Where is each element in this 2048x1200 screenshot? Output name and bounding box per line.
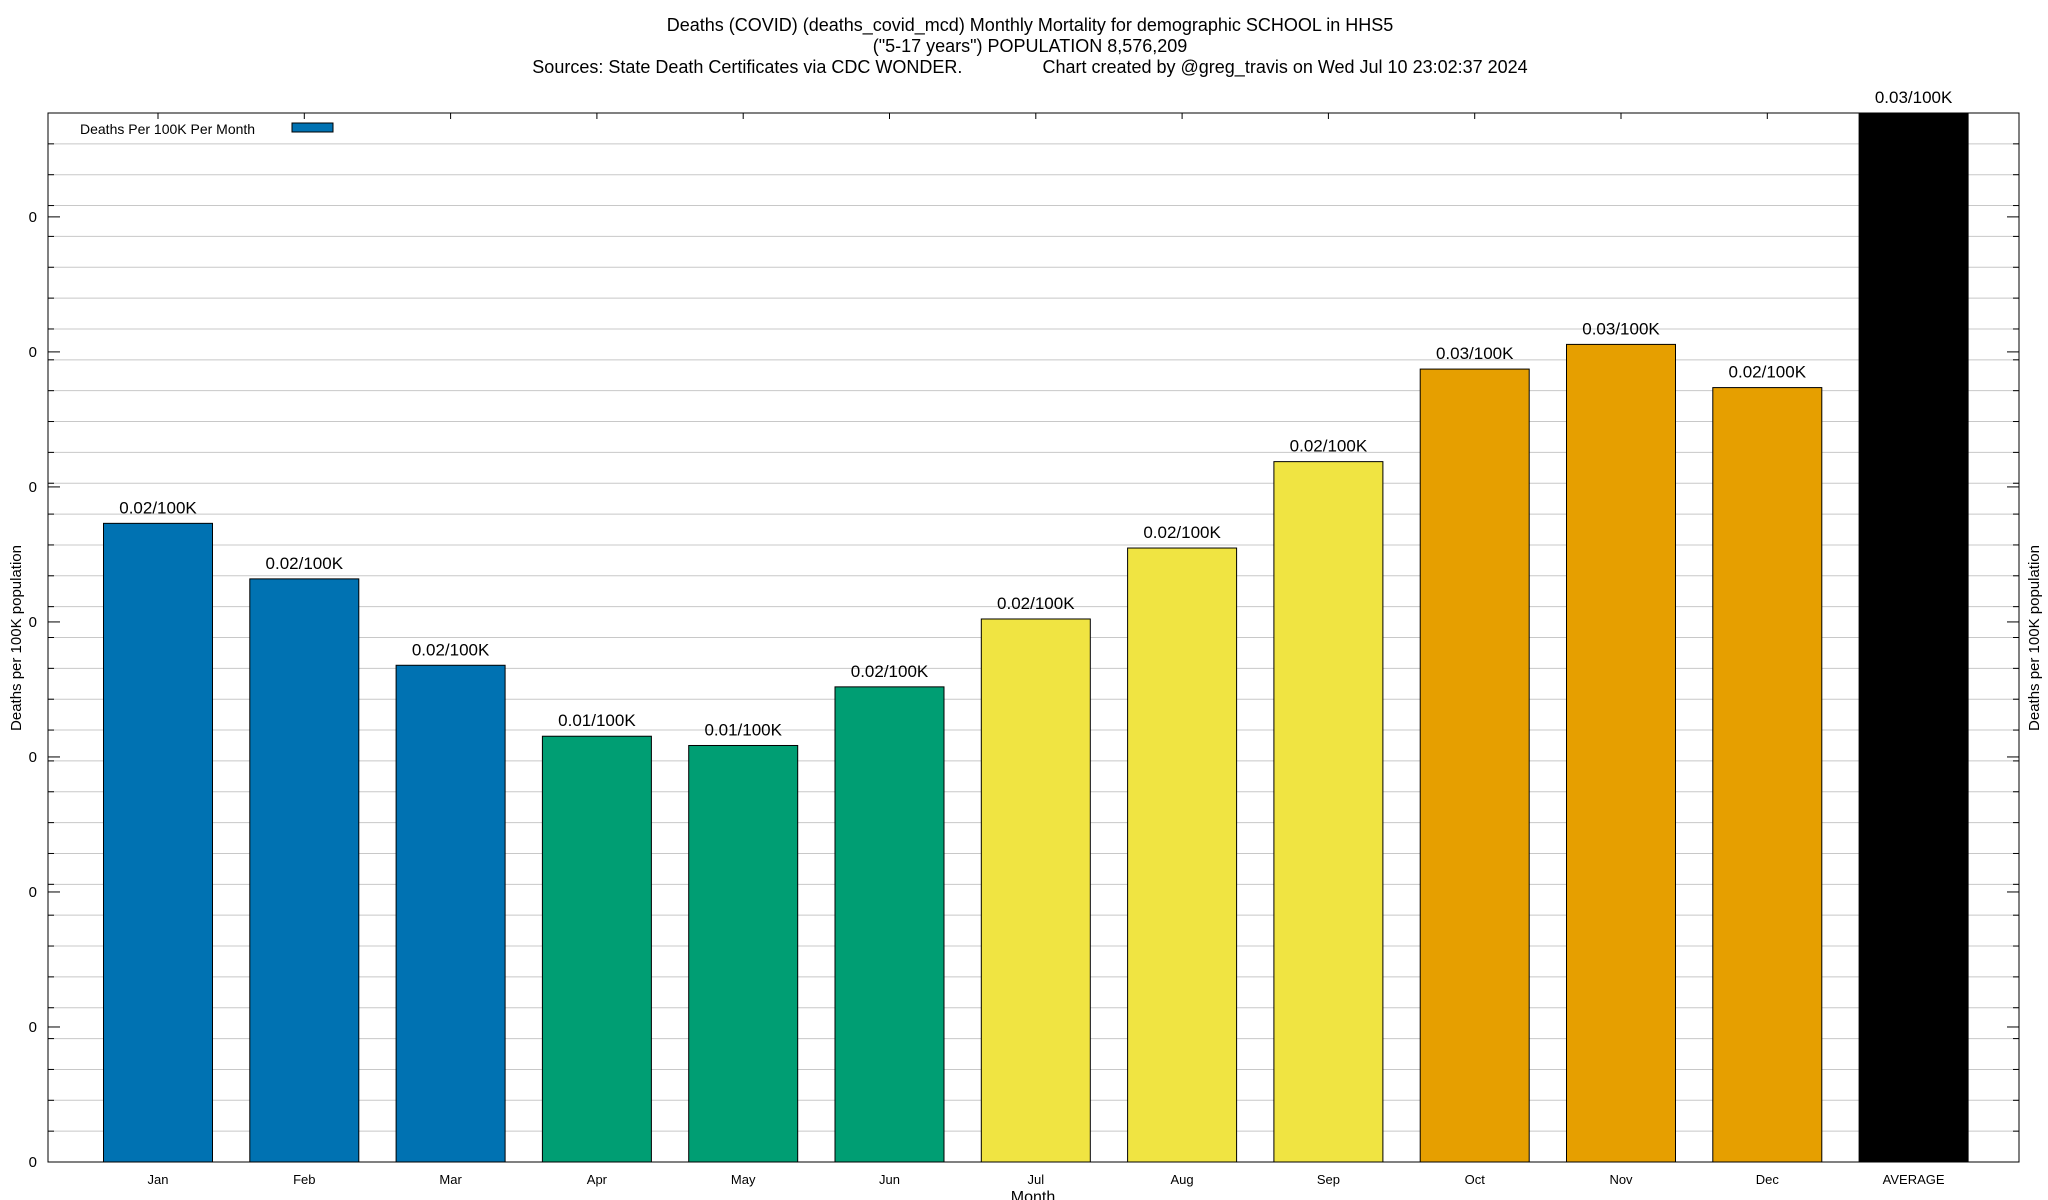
y-tick-label: 0 <box>29 614 37 631</box>
value-labels-group: 0.02/100K 0.02/100K 0.02/100K 0.01/100K 0.01… <box>119 88 1953 739</box>
plot-frame <box>47 112 2020 1163</box>
bar-value-label: 0.01/100K <box>704 720 782 739</box>
bar-value-label: 0.02/100K <box>1143 523 1221 542</box>
subtitle-line: ("5-17 years") POPULATION 8,576,209 <box>873 36 1188 56</box>
title-line: Deaths (COVID) (deaths_covid_mcd) Monthl… <box>667 15 1394 36</box>
x-tick-label: Dec <box>1756 1172 1780 1187</box>
x-axis-title: Month <box>1011 1189 1055 1200</box>
legend: Deaths Per 100K Per Month <box>80 121 334 137</box>
y-tick-label: 0 <box>29 1154 37 1171</box>
x-tick-label: Apr <box>587 1172 608 1187</box>
y-axis-title-left: Deaths per 100K population <box>8 545 25 731</box>
bar-value-label: 0.03/100K <box>1875 88 1953 107</box>
bar-value-label: 0.02/100K <box>851 662 929 681</box>
x-tick-label: Feb <box>293 1172 315 1187</box>
bar-value-label: 0.02/100K <box>997 594 1075 613</box>
bar-average <box>1858 112 1969 1163</box>
bar-may <box>688 744 799 1163</box>
sources-line: Sources: State Death Certificates via CD… <box>532 57 1527 78</box>
bar-value-label: 0.01/100K <box>558 711 636 730</box>
y-tick-label: 0 <box>29 749 37 766</box>
x-tick-label: Jan <box>148 1172 169 1187</box>
bar-nov <box>1566 343 1676 1163</box>
x-tick-label: Aug <box>1171 1172 1194 1187</box>
bar-value-label: 0.02/100K <box>1729 363 1807 382</box>
x-tick-labels: Jan Feb Mar Apr May Jun Jul Aug Sep Oct Nov Dec AVER… <box>148 1172 1945 1187</box>
bar-jan <box>103 522 213 1163</box>
x-tick-label: Nov <box>1609 1172 1633 1187</box>
bar-mar <box>395 664 506 1163</box>
bar-value-label: 0.02/100K <box>1290 437 1368 456</box>
bar-jun <box>834 686 945 1163</box>
bar-aug <box>1127 547 1238 1163</box>
y-tick-label: 0 <box>29 1019 37 1036</box>
bar-value-label: 0.03/100K <box>1582 319 1660 338</box>
x-tick-label: Jun <box>879 1172 900 1187</box>
x-tick-label: Mar <box>439 1172 462 1187</box>
y-tick-label: 0 <box>29 479 37 496</box>
bar-value-label: 0.02/100K <box>412 640 490 659</box>
bar-feb <box>249 578 360 1163</box>
legend-swatch <box>291 122 334 133</box>
x-tick-label: Oct <box>1465 1172 1486 1187</box>
bar-jul <box>980 618 1091 1163</box>
x-tick-label: AVERAGE <box>1883 1172 1945 1187</box>
bar-value-label: 0.03/100K <box>1436 344 1514 363</box>
y-tick-label: 0 <box>29 884 37 901</box>
y-tick-label: 0 <box>29 209 37 226</box>
bar-value-label: 0.02/100K <box>119 498 197 517</box>
y-tick-label: 0 <box>29 344 37 361</box>
bar-value-label: 0.02/100K <box>266 554 344 573</box>
x-tick-label: Sep <box>1317 1172 1340 1187</box>
y-axis-title-right: Deaths per 100K population <box>2026 545 2043 731</box>
bar-dec <box>1712 387 1823 1163</box>
y-tick-labels: 0 0 0 0 0 0 0 0 <box>29 209 37 1171</box>
x-tick-label: Jul <box>1027 1172 1044 1187</box>
bar-oct <box>1419 368 1530 1163</box>
chart-title: Deaths (COVID) (deaths_covid_mcd) Monthl… <box>532 15 1527 78</box>
x-tick-label: May <box>731 1172 756 1187</box>
bar-apr <box>541 735 652 1163</box>
legend-label: Deaths Per 100K Per Month <box>80 121 255 137</box>
bar-sep <box>1273 461 1384 1163</box>
bars-group <box>103 112 1969 1163</box>
